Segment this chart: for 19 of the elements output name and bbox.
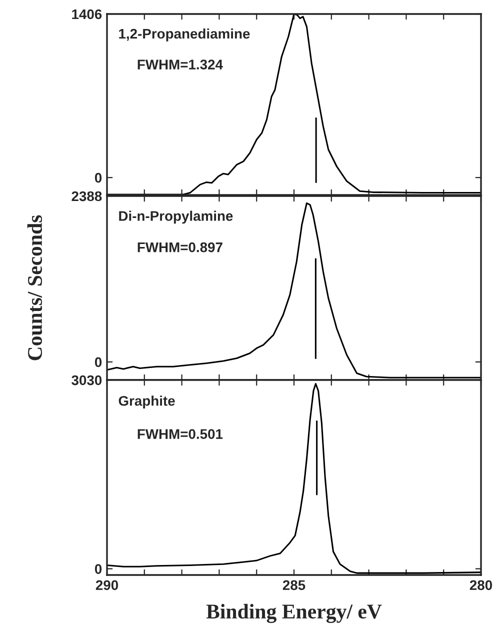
y-tick-label: 2388: [72, 191, 102, 202]
annotation: Graphite: [118, 396, 175, 409]
annotation: 1,2-Propanediamine: [119, 28, 250, 42]
y-tick-label: 0: [94, 564, 102, 574]
line-series: [107, 382, 481, 574]
annotation: FWHM=1.324: [138, 60, 223, 70]
x-tick-label: 280: [470, 580, 492, 590]
y-axis-title: Counts/ Seconds: [27, 215, 42, 360]
annotation: Di-n-Propylamine: [119, 210, 233, 224]
y-tick-label: 0: [94, 357, 102, 368]
x-tick-label: 285: [282, 580, 306, 590]
annotation: FWHM=0.897: [138, 242, 222, 252]
y-tick-label: 3030: [72, 375, 102, 386]
annotation: FWHM=0.501: [138, 429, 223, 439]
line-series: [107, 202, 481, 378]
x-tick-label: 290: [96, 580, 118, 590]
x-axis-title: Binding Energy/ eV: [206, 604, 382, 623]
y-tick-label: 0: [94, 172, 102, 183]
y-tick-label: 1406: [72, 9, 102, 20]
